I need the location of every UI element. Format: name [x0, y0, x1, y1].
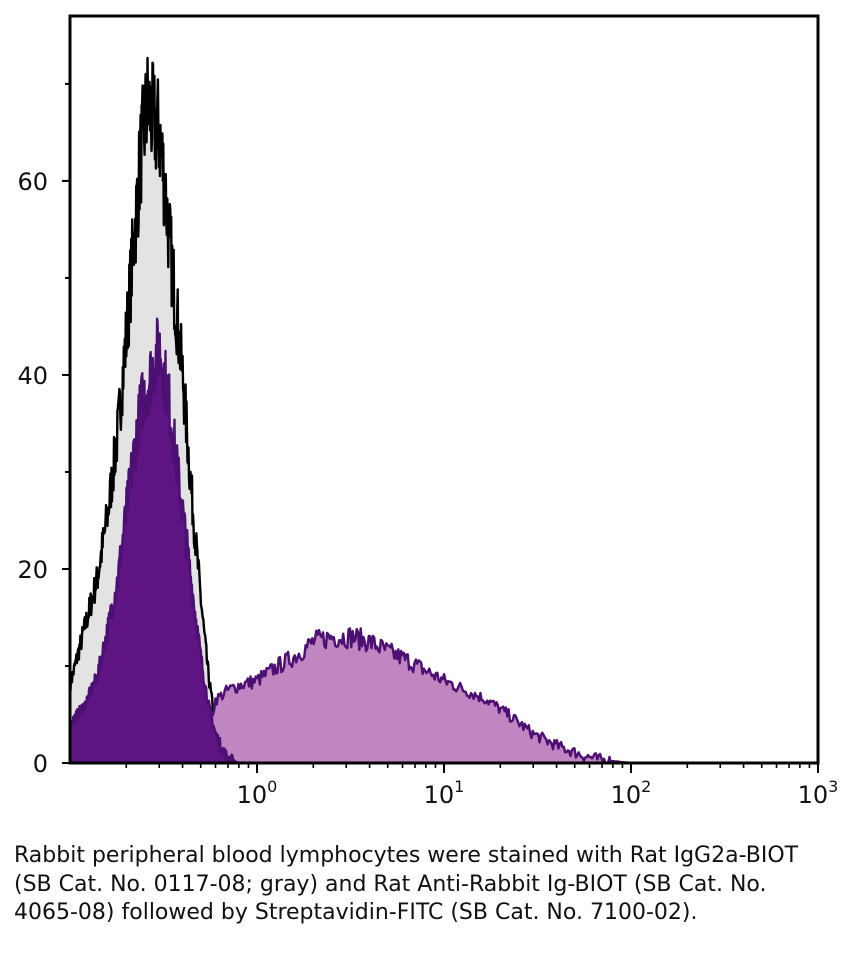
y-tick-label: 0	[33, 750, 48, 778]
stained-histogram-negative-area	[200, 628, 631, 763]
stained-histogram-positive-area	[70, 318, 239, 763]
x-tick-label: 101	[424, 777, 465, 809]
x-tick-label: 103	[798, 777, 839, 809]
axis-layer: 0 20 40 60 100 101 102 103	[17, 82, 839, 809]
y-tick-label: 20	[17, 556, 48, 584]
figure-caption: Rabbit peripheral blood lymphocytes were…	[14, 843, 799, 925]
isotype-control-histogram-outline	[68, 56, 230, 765]
x-tick-label: 100	[237, 777, 278, 809]
y-tick-label: 60	[17, 168, 48, 196]
y-tick-label: 40	[17, 362, 48, 390]
stained-histogram-positive-outline	[68, 317, 240, 765]
stained-histogram-negative-outline	[199, 627, 632, 765]
x-tick-label: 102	[611, 777, 652, 809]
series-layer	[68, 56, 632, 765]
histogram-chart: 0 20 40 60 100 101 102 103	[17, 14, 839, 809]
